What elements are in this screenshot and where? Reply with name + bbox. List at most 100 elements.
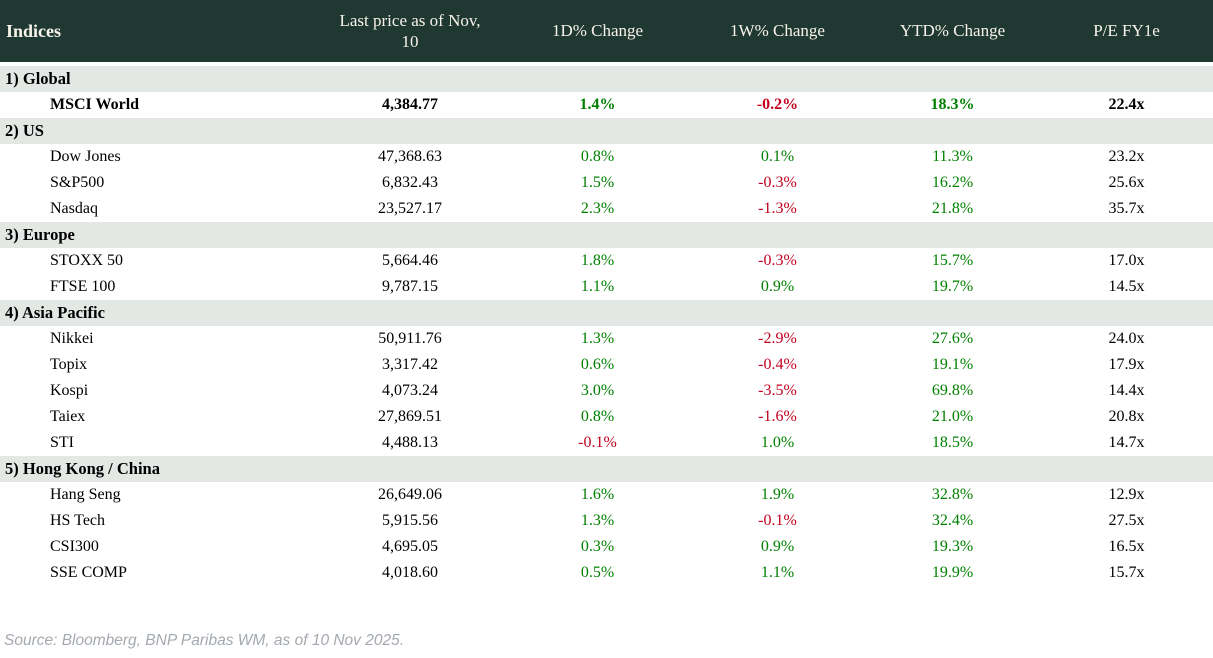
name-cell: CSI300	[50, 538, 99, 555]
ytd-cell: 18.5%	[931, 434, 974, 451]
price-cell: 50,911.76	[378, 330, 442, 347]
w1-cell: -0.1%	[758, 512, 797, 529]
column-header-w1: 1W% Change	[730, 21, 825, 41]
pe-cell: 12.9x	[1108, 486, 1145, 503]
pe-cell: 35.7x	[1108, 200, 1145, 217]
table-row: Taiex 27,869.51 0.8% -1.6% 21.0% 20.8x	[0, 404, 1213, 430]
name-cell: Taiex	[50, 408, 86, 425]
d1-cell: 2.3%	[580, 200, 615, 217]
price-cell: 6,832.43	[382, 174, 438, 191]
name-cell: Nasdaq	[50, 200, 98, 217]
ytd-cell: 19.7%	[931, 278, 974, 295]
table-row: Kospi 4,073.24 3.0% -3.5% 69.8% 14.4x	[0, 378, 1213, 404]
d1-cell: 0.8%	[580, 408, 615, 425]
ytd-cell: 11.3%	[932, 148, 973, 165]
ytd-cell: 21.0%	[931, 408, 974, 425]
name-cell: S&P500	[50, 174, 105, 191]
table-row: STOXX 50 5,664.46 1.8% -0.3% 15.7% 17.0x	[0, 248, 1213, 274]
pe-cell: 22.4x	[1108, 96, 1145, 113]
pe-cell: 14.5x	[1108, 278, 1145, 295]
name-cell: STI	[50, 434, 74, 451]
table-row: CSI300 4,695.05 0.3% 0.9% 19.3% 16.5x	[0, 534, 1213, 560]
section-row: 1) Global	[0, 66, 1213, 92]
w1-cell: 0.1%	[760, 148, 795, 165]
name-cell: FTSE 100	[50, 278, 116, 295]
pe-cell: 25.6x	[1108, 174, 1145, 191]
pe-cell: 27.5x	[1108, 512, 1145, 529]
ytd-cell: 19.9%	[931, 564, 974, 581]
column-header-price: Last price as of Nov, 10	[339, 10, 481, 51]
d1-cell: 1.1%	[580, 278, 615, 295]
section-row: 4) Asia Pacific	[0, 300, 1213, 326]
pe-cell: 15.7x	[1108, 564, 1145, 581]
ytd-cell: 16.2%	[931, 174, 974, 191]
d1-cell: 1.5%	[580, 174, 615, 191]
w1-cell: 1.1%	[760, 564, 795, 581]
d1-cell: 0.3%	[580, 538, 615, 555]
table-row: Hang Seng 26,649.06 1.6% 1.9% 32.8% 12.9x	[0, 482, 1213, 508]
ytd-cell: 18.3%	[930, 96, 975, 113]
table-row: HS Tech 5,915.56 1.3% -0.1% 32.4% 27.5x	[0, 508, 1213, 534]
table-row: S&P500 6,832.43 1.5% -0.3% 16.2% 25.6x	[0, 170, 1213, 196]
ytd-cell: 15.7%	[931, 252, 974, 269]
d1-cell: 1.3%	[580, 330, 615, 347]
column-header-ytd: YTD% Change	[899, 21, 1006, 41]
section-row: 5) Hong Kong / China	[0, 456, 1213, 482]
w1-cell: -1.6%	[758, 408, 797, 425]
w1-cell: 1.0%	[760, 434, 795, 451]
table-row: SSE COMP 4,018.60 0.5% 1.1% 19.9% 15.7x	[0, 560, 1213, 586]
name-cell: STOXX 50	[50, 252, 124, 269]
pe-cell: 17.9x	[1108, 356, 1145, 373]
d1-cell: 3.0%	[580, 382, 615, 399]
pe-cell: 16.5x	[1108, 538, 1145, 555]
w1-cell: 1.9%	[760, 486, 795, 503]
column-header-name: Indices	[6, 20, 62, 41]
name-cell: Hang Seng	[50, 486, 121, 503]
d1-cell: 1.4%	[579, 96, 616, 113]
source-note: Source: Bloomberg, BNP Paribas WM, as of…	[4, 632, 405, 649]
price-cell: 5,915.56	[382, 512, 438, 529]
ytd-cell: 32.4%	[931, 512, 974, 529]
table-row: FTSE 100 9,787.15 1.1% 0.9% 19.7% 14.5x	[0, 274, 1213, 300]
table-header-row: Indices Last price as of Nov, 10 1D% Chang…	[0, 0, 1213, 62]
price-cell: 4,384.77	[382, 96, 438, 113]
ytd-cell: 19.1%	[931, 356, 974, 373]
price-cell: 47,368.63	[378, 148, 442, 165]
pe-cell: 14.7x	[1108, 434, 1145, 451]
pe-cell: 17.0x	[1108, 252, 1145, 269]
name-cell: Nikkei	[50, 330, 94, 347]
name-cell: Topix	[50, 356, 88, 373]
name-cell: Kospi	[50, 382, 89, 399]
price-cell: 4,073.24	[382, 382, 438, 399]
d1-cell: 0.5%	[580, 564, 615, 581]
w1-cell: -0.3%	[758, 252, 797, 269]
d1-cell: 0.8%	[580, 148, 615, 165]
ytd-cell: 21.8%	[931, 200, 974, 217]
d1-cell: 1.3%	[580, 512, 615, 529]
ytd-cell: 27.6%	[931, 330, 974, 347]
table-row: STI 4,488.13 -0.1% 1.0% 18.5% 14.7x	[0, 430, 1213, 456]
w1-cell: -3.5%	[758, 382, 797, 399]
price-cell: 4,488.13	[382, 434, 438, 451]
column-header-pe: P/E FY1e	[1093, 21, 1160, 41]
d1-cell: -0.1%	[578, 434, 617, 451]
w1-cell: -1.3%	[758, 200, 797, 217]
w1-cell: 0.9%	[760, 538, 795, 555]
price-cell: 4,695.05	[382, 538, 438, 555]
section-row: 2) US	[0, 118, 1213, 144]
price-cell: 9,787.15	[382, 278, 438, 295]
w1-cell: -0.2%	[756, 96, 799, 113]
name-cell: Dow Jones	[50, 148, 121, 165]
name-cell: HS Tech	[50, 512, 106, 529]
ytd-cell: 32.8%	[931, 486, 974, 503]
w1-cell: 0.9%	[760, 278, 795, 295]
table-row: Nasdaq 23,527.17 2.3% -1.3% 21.8% 35.7x	[0, 196, 1213, 222]
price-cell: 27,869.51	[378, 408, 442, 425]
price-cell: 23,527.17	[378, 200, 442, 217]
ytd-cell: 19.3%	[931, 538, 974, 555]
table-row: MSCI World 4,384.77 1.4% -0.2% 18.3% 22.4x	[0, 92, 1213, 118]
pe-cell: 14.4x	[1108, 382, 1145, 399]
ytd-cell: 69.8%	[931, 382, 974, 399]
table-row: Topix 3,317.42 0.6% -0.4% 19.1% 17.9x	[0, 352, 1213, 378]
